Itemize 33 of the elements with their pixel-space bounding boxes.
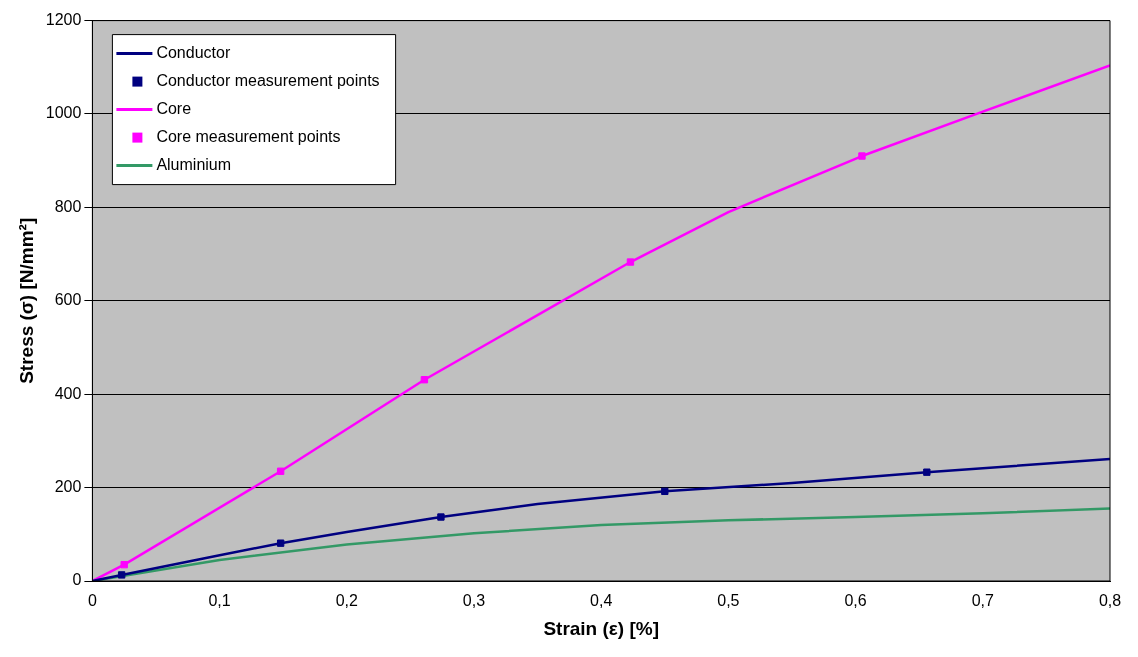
- x-axis-title: Strain (ε) [%]: [543, 617, 660, 639]
- legend-label: Conductor: [156, 44, 231, 62]
- x-tick-label: 0,8: [1098, 592, 1122, 610]
- point: [858, 152, 866, 160]
- point: [420, 376, 429, 384]
- point: [437, 513, 445, 521]
- point: [117, 571, 126, 579]
- y-tick-label: 400: [54, 384, 82, 402]
- legend-label: Core: [156, 100, 192, 118]
- point: [626, 258, 635, 266]
- x-tick-label: 0: [87, 592, 97, 610]
- legend-label: Core measurement points: [156, 128, 341, 146]
- y-tick-label: 1200: [45, 11, 82, 29]
- legend-label: Conductor measurement points: [156, 72, 380, 90]
- point: [276, 539, 285, 547]
- point: [276, 467, 285, 475]
- x-tick-label: 0,7: [971, 592, 995, 610]
- legend-label: Aluminium: [156, 156, 232, 174]
- y-tick-label: 600: [54, 291, 82, 309]
- y-tick-label: 0: [72, 571, 82, 589]
- x-tick-label: 0,6: [844, 592, 867, 610]
- point: [661, 487, 669, 496]
- x-tick-label: 0,2: [335, 592, 359, 610]
- x-tick-label: 0,3: [462, 592, 486, 610]
- x-tick-label: 0,1: [208, 592, 231, 610]
- point: [120, 560, 128, 569]
- x-tick-label: 0,4: [590, 592, 613, 610]
- x-tick-label: 0,5: [717, 592, 740, 610]
- point: [923, 468, 931, 476]
- y-axis-title: Stress (σ) [N/mm²]: [15, 217, 37, 384]
- y-tick-label: 1000: [45, 104, 82, 122]
- y-tick-label: 800: [54, 197, 82, 215]
- y-tick-label: 200: [54, 478, 82, 496]
